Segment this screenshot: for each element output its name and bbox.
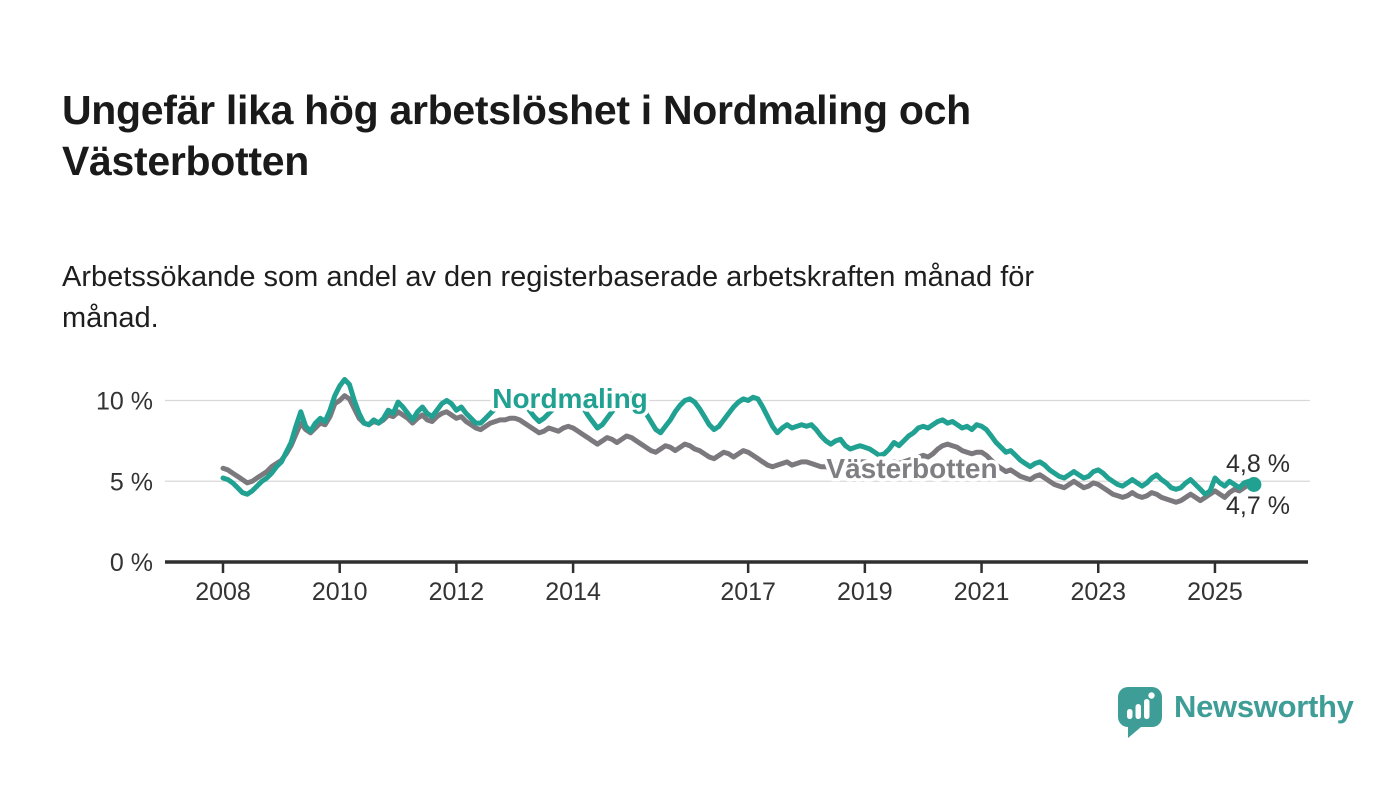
newsworthy-logo: Newsworthy xyxy=(1117,686,1354,738)
bar-chart-speech-bubble-icon xyxy=(1118,687,1162,738)
y-axis-labels: 0 % 5 % 10 % xyxy=(96,388,153,578)
axes xyxy=(165,560,1308,573)
series-label-nordmaling: Nordmaling xyxy=(492,383,648,414)
x-tick-label: 2025 xyxy=(1187,578,1243,606)
brand-name: Newsworthy xyxy=(1174,689,1354,724)
series-label-vasterbotten: Västerbotten xyxy=(826,453,997,484)
chart-subtitle: Arbetssökande som andel av den registerb… xyxy=(62,261,1035,334)
x-axis-labels: 2008 2010 2012 2014 2017 2019 2021 2023 2025 xyxy=(195,578,1243,606)
x-tick-label: 2014 xyxy=(545,578,601,606)
y-tick-label: 10 % xyxy=(96,388,153,416)
end-value-label-nordmaling: 4,8 % xyxy=(1226,450,1290,478)
end-value-label-vasterbotten: 4,7 % xyxy=(1226,492,1290,520)
page-title: Ungefär lika hög arbetslöshet i Nordmali… xyxy=(62,87,971,185)
series-end-dot-nordmaling xyxy=(1246,477,1262,492)
x-tick-label: 2012 xyxy=(429,578,485,606)
x-tick-label: 2008 xyxy=(195,578,251,606)
x-tick-label: 2017 xyxy=(720,578,776,606)
x-tick-label: 2010 xyxy=(312,578,368,606)
y-tick-label: 0 % xyxy=(110,549,153,577)
x-tick-label: 2019 xyxy=(837,578,893,606)
y-tick-label: 5 % xyxy=(110,468,153,496)
series-lines xyxy=(220,377,1262,505)
series-line-nordmaling xyxy=(220,377,1257,497)
gridlines xyxy=(165,399,1310,482)
x-tick-label: 2023 xyxy=(1070,578,1126,606)
x-tick-label: 2021 xyxy=(954,578,1010,606)
series-line-västerbotten xyxy=(220,393,1257,505)
